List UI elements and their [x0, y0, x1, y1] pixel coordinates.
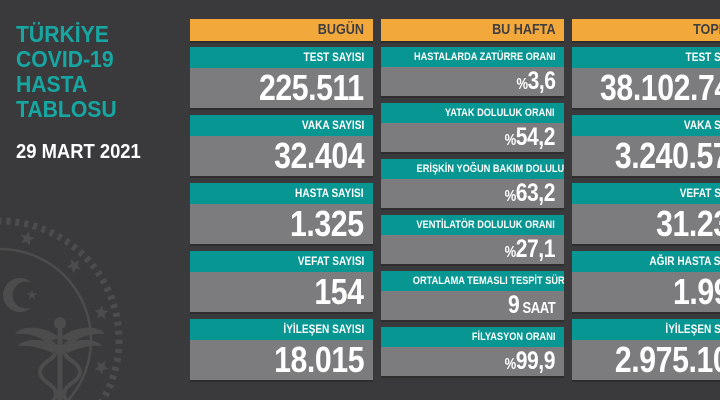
stat-label: İYİLEŞEN SAYISI [572, 319, 720, 340]
stat-value: 225.511 [190, 68, 374, 108]
column-header-today: BUGÜN [190, 19, 374, 41]
stat-week-icu-occupancy: ERİŞKİN YOĞUN BAKIM DOLULUK ORANI %63,2 [381, 159, 565, 208]
rope-circle [0, 221, 119, 400]
page-title: TÜRKİYE COVID-19 HASTA TABLOSU [16, 22, 190, 122]
stat-week-bed-occupancy: YATAK DOLULUK ORANI %54,2 [381, 103, 565, 152]
crescent-star-icon [3, 278, 40, 312]
stat-value: %27,1 [381, 235, 565, 264]
inner-circle [0, 249, 91, 400]
ministry-of-health-logo-icon [0, 210, 130, 400]
stat-label: VEFAT SAYISI [572, 183, 720, 204]
stat-today-deaths: VEFAT SAYISI 154 [190, 251, 374, 312]
stat-value: %63,2 [381, 179, 565, 208]
stat-value: 154 [190, 272, 374, 312]
stat-value: 9 SAAT [381, 291, 565, 320]
stat-value: 18.015 [190, 340, 374, 380]
stat-value: 38.102.747 [572, 68, 720, 108]
sidebar: TÜRKİYE COVID-19 HASTA TABLOSU 29 MART 2… [0, 0, 190, 400]
stat-today-test: TEST SAYISI 225.511 [190, 47, 374, 108]
page-title-line: HASTA [16, 71, 88, 97]
page-title-line: TABLOSU [16, 96, 117, 122]
column-this-week: BU HAFTA HASTALARDA ZATÜRRE ORANI %3,6 Y… [381, 19, 565, 400]
stat-label: FİLYASYON ORANI [381, 327, 565, 347]
column-header-total: TOPLAM [572, 19, 720, 41]
stat-value: 2.975.108 [572, 340, 720, 380]
stat-week-pneumonia-rate: HASTALARDA ZATÜRRE ORANI %3,6 [381, 47, 565, 96]
stat-total-cases: VAKA SAYISI 3.240.577 [572, 115, 720, 176]
page-title-line: TÜRKİYE [16, 21, 109, 47]
stat-label: TEST SAYISI [190, 47, 374, 68]
stat-label: VENTİLATÖR DOLULUK ORANI [381, 215, 565, 235]
stat-label: TEST SAYISI [572, 47, 720, 68]
column-today: BUGÜN TEST SAYISI 225.511 VAKA SAYISI 32… [190, 19, 374, 400]
stat-total-deaths: VEFAT SAYISI 31.230 [572, 183, 720, 244]
stats-columns: BUGÜN TEST SAYISI 225.511 VAKA SAYISI 32… [190, 0, 720, 400]
stat-label: HASTA SAYISI [190, 183, 374, 204]
stat-value: 1.325 [190, 204, 374, 244]
column-header-this-week: BU HAFTA [381, 19, 565, 41]
stat-label: VAKA SAYISI [572, 115, 720, 136]
stat-label: ORTALAMA TEMASLI TESPİT SÜRESİ [381, 271, 565, 291]
report-date: 29 MART 2021 [16, 141, 141, 163]
stat-label: YATAK DOLULUK ORANI [381, 103, 565, 123]
stat-today-cases: VAKA SAYISI 32.404 [190, 115, 374, 176]
stat-value: %99,9 [381, 347, 565, 376]
stat-value: 31.230 [572, 204, 720, 244]
stat-total-recovered: İYİLEŞEN SAYISI 2.975.108 [572, 319, 720, 380]
stat-value: %54,2 [381, 123, 565, 152]
stat-label: ERİŞKİN YOĞUN BAKIM DOLULUK ORANI [381, 159, 565, 179]
stat-week-filiation-rate: FİLYASYON ORANI %99,9 [381, 327, 565, 376]
stat-label: İYİLEŞEN SAYISI [190, 319, 374, 340]
stat-value: %3,6 [381, 67, 565, 96]
stat-value: 3.240.577 [572, 136, 720, 176]
stat-label: HASTALARDA ZATÜRRE ORANI [381, 47, 565, 67]
stat-label: AĞIR HASTA SAYISI [572, 251, 720, 272]
stat-value: 1.998 [572, 272, 720, 312]
stat-label: VAKA SAYISI [190, 115, 374, 136]
stat-total-severe-patients: AĞIR HASTA SAYISI 1.998 [572, 251, 720, 312]
stat-value: 32.404 [190, 136, 374, 176]
stat-today-recovered: İYİLEŞEN SAYISI 18.015 [190, 319, 374, 380]
page-title-line: COVID-19 [16, 46, 114, 72]
stat-total-test: TEST SAYISI 38.102.747 [572, 47, 720, 108]
stat-week-contact-tracing-time: ORTALAMA TEMASLI TESPİT SÜRESİ 9 SAAT [381, 271, 565, 320]
stat-label: VEFAT SAYISI [190, 251, 374, 272]
caduceus-icon [15, 317, 105, 400]
stat-today-patients: HASTA SAYISI 1.325 [190, 183, 374, 244]
stat-week-ventilator-occupancy: VENTİLATÖR DOLULUK ORANI %27,1 [381, 215, 565, 264]
column-total: TOPLAM TEST SAYISI 38.102.747 VAKA SAYIS… [572, 19, 720, 400]
